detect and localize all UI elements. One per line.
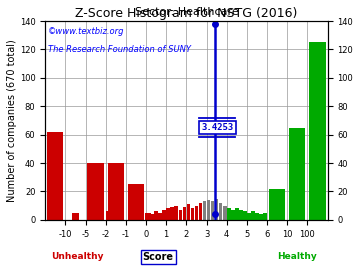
Text: The Research Foundation of SUNY: The Research Foundation of SUNY bbox=[48, 45, 191, 54]
Bar bbox=[243, 211, 247, 220]
Title: Z-Score Histogram for NSTG (2016): Z-Score Histogram for NSTG (2016) bbox=[75, 7, 298, 20]
Bar bbox=[72, 213, 79, 220]
Bar bbox=[259, 214, 263, 220]
Bar bbox=[162, 210, 166, 220]
Bar bbox=[289, 127, 306, 220]
Bar bbox=[207, 200, 210, 220]
Bar bbox=[175, 205, 178, 220]
Bar bbox=[191, 208, 194, 220]
Bar bbox=[219, 203, 222, 220]
Bar bbox=[179, 210, 182, 220]
Bar bbox=[263, 213, 267, 220]
Bar bbox=[251, 211, 255, 220]
Text: ©www.textbiz.org: ©www.textbiz.org bbox=[48, 27, 125, 36]
Bar bbox=[186, 204, 190, 220]
Text: 3.4253: 3.4253 bbox=[201, 123, 233, 132]
Bar bbox=[227, 208, 230, 220]
Bar bbox=[47, 132, 63, 220]
Bar bbox=[223, 205, 226, 220]
Text: Healthy: Healthy bbox=[277, 252, 316, 261]
Bar bbox=[269, 188, 285, 220]
Bar bbox=[170, 207, 174, 220]
Bar bbox=[128, 184, 144, 220]
Bar bbox=[211, 201, 215, 220]
Bar bbox=[255, 213, 259, 220]
Bar bbox=[154, 211, 158, 220]
Bar bbox=[166, 208, 170, 220]
Bar bbox=[235, 208, 239, 220]
Bar bbox=[87, 163, 104, 220]
Bar bbox=[199, 203, 202, 220]
Bar bbox=[239, 210, 243, 220]
Bar bbox=[183, 207, 186, 220]
Text: Unhealthy: Unhealthy bbox=[51, 252, 103, 261]
Text: Score: Score bbox=[143, 252, 174, 262]
Bar bbox=[247, 213, 251, 220]
Bar bbox=[231, 210, 235, 220]
Bar bbox=[150, 214, 154, 220]
Bar bbox=[145, 213, 151, 220]
Y-axis label: Number of companies (670 total): Number of companies (670 total) bbox=[7, 39, 17, 202]
Bar bbox=[203, 201, 206, 220]
Text: Sector: Healthcare: Sector: Healthcare bbox=[135, 7, 238, 17]
Bar bbox=[108, 163, 124, 220]
Bar bbox=[215, 198, 219, 220]
Bar bbox=[309, 42, 326, 220]
Bar bbox=[158, 213, 162, 220]
Bar bbox=[195, 205, 198, 220]
Bar bbox=[106, 211, 113, 220]
